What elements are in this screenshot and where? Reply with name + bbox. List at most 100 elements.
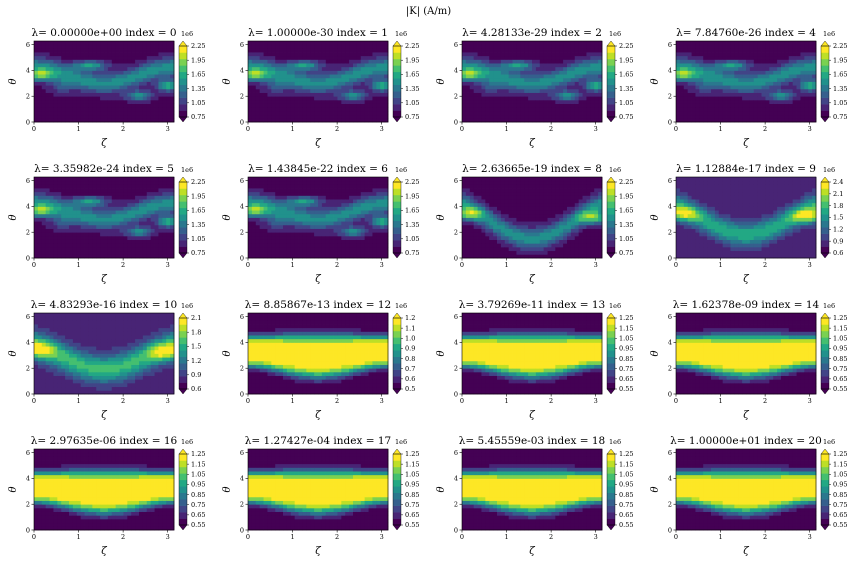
heatmap-cell [559,70,564,75]
heatmap-cell [251,239,257,244]
x-tick-label: 2 [335,125,339,133]
heatmap-cell [146,235,152,240]
heatmap-cell [726,55,731,60]
heatmap-cell [469,81,475,86]
heatmap-cell [679,74,685,79]
heatmap-cell [570,59,576,64]
heatmap-cell [777,44,782,49]
heatmap-cell [353,246,358,252]
heatmap-cell [267,239,272,244]
heatmap-cell [333,250,338,255]
heatmap-cell [302,199,307,204]
heatmap-cell [115,70,120,75]
heatmap-cell [516,110,521,116]
heatmap-cell [796,118,801,123]
heatmap-cell [318,70,323,75]
heatmap-cell [298,103,303,108]
heatmap-cell [711,59,716,64]
heatmap-cell [489,107,494,112]
heatmap-cell [730,41,735,46]
heatmap-cell [329,191,334,196]
heatmap-cell [481,59,486,64]
heatmap-cell [146,63,152,68]
heatmap-cells [462,41,603,123]
heatmap-cell [742,81,747,86]
heatmap-cell [111,177,117,182]
heatmap-cell [714,74,720,79]
heatmap-cell [512,96,517,101]
heatmap-cell [142,232,148,237]
heatmap-cell [88,184,93,189]
heatmap-cell [329,232,334,237]
heatmap-cell [41,195,47,200]
heatmap-cell [263,114,268,119]
heatmap-cell [384,44,389,49]
heatmap-cell [341,184,346,189]
heatmap-cell [753,107,759,112]
heatmap-cell [384,99,389,104]
heatmap-cell [34,55,39,60]
heatmap-cell [329,103,334,108]
heatmap-cell [781,44,786,49]
heatmap-cell [734,96,739,101]
heatmap-cell [104,107,109,112]
heatmap-cell [318,232,323,237]
heatmap-cell [306,206,311,211]
heatmap-cell [384,239,389,244]
heatmap-cell [539,107,545,112]
heatmap-cell [788,88,794,93]
heatmap-cell [493,92,498,97]
heatmap-cell [139,243,144,248]
heatmap-cell [53,48,58,53]
heatmap-cell [337,77,342,82]
heatmap-cell [72,99,78,104]
heatmap-cell [251,114,257,119]
heatmap-cell [107,44,113,49]
heatmap-cell [329,228,334,233]
heatmap-cell [384,246,389,252]
heatmap-cell [248,92,253,97]
heatmap-cell [255,66,261,71]
heatmap-cell [127,232,132,237]
heatmap-cell [37,63,43,68]
heatmap-cell [679,96,685,101]
heatmap-cell [294,118,299,123]
heatmap-cell [547,99,552,104]
heatmap-cell [695,99,700,104]
heatmap-cell [364,103,369,108]
heatmap-cell [349,184,354,189]
heatmap-cell [306,232,311,237]
heatmap-cell [142,52,148,57]
heatmap-cell [131,63,136,68]
heatmap-cell [582,77,587,82]
heatmap-cell [150,235,155,240]
heatmap-cell [329,246,334,252]
heatmap-cell [146,77,152,82]
heatmap-cell [333,74,338,79]
heatmap-cell [263,180,268,185]
heatmap-cell [376,206,381,211]
heatmap-cell [294,41,299,46]
heatmap-cell [100,180,105,185]
heatmap-cell [465,55,471,60]
heatmap-cell [302,74,307,79]
heatmap-cell [318,81,323,86]
heatmap-cell [158,85,163,90]
heatmap-cell [107,180,113,185]
heatmap-cell [500,118,506,123]
heatmap-cell [286,210,292,215]
heatmap-cell [761,70,766,75]
heatmap-cell [107,63,113,68]
heatmap-cell [279,66,284,71]
heatmap-cell [104,52,109,57]
heatmap-cell [683,77,689,82]
heatmap-cell [516,48,521,53]
heatmap-cell [298,177,303,182]
heatmap-cell [104,99,109,104]
colorbar-level [821,71,829,79]
heatmap-cell [676,114,681,119]
heatmap-cell [726,92,731,97]
heatmap-cell [465,92,471,97]
heatmap-cell [306,55,311,60]
heatmap-cell [49,52,54,57]
